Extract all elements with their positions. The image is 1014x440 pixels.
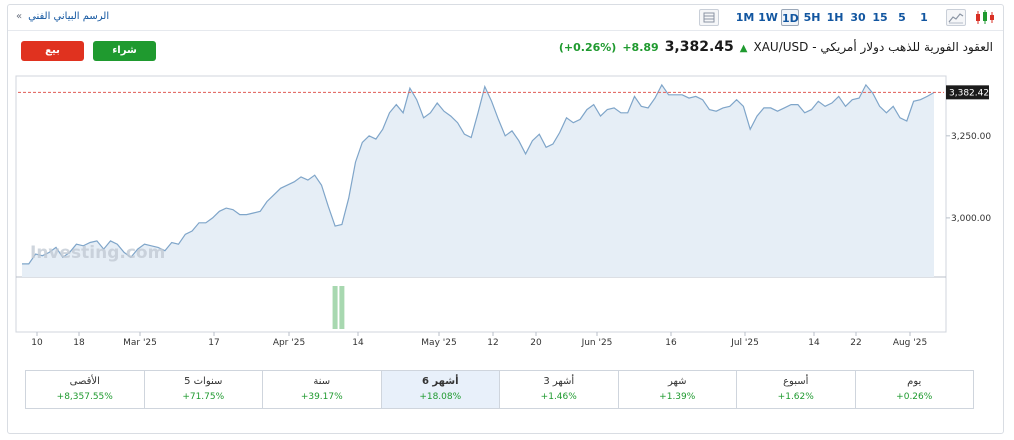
performance-period[interactable]: 5 سنوات +71.75% <box>143 371 263 408</box>
performance-period[interactable]: أسبوع +1.62% <box>736 371 855 408</box>
breadcrumb-label[interactable]: الرسم البياني الفني <box>28 11 110 22</box>
timeframe-5[interactable]: 5 <box>898 11 906 24</box>
table-icon[interactable] <box>699 9 719 26</box>
performance-period-label: يوم <box>907 376 922 387</box>
performance-period-label: 6 أشهر <box>421 376 459 387</box>
quote-title: XAU/USD - العقود الفورية للذهب دولار أمر… <box>753 40 993 54</box>
performance-period-label: الأقصى <box>69 376 100 387</box>
breadcrumb[interactable]: الرسم البياني الفني » <box>16 11 109 22</box>
candlestick-icon[interactable] <box>973 9 997 26</box>
quote-price: 3,382.45 <box>664 39 734 55</box>
performance-period[interactable]: يوم +0.26% <box>854 371 974 408</box>
timeframe-1h[interactable]: 1H <box>826 11 844 24</box>
performance-period-label: سنة <box>313 376 331 387</box>
performance-period-value: +1.62% <box>777 392 814 402</box>
performance-period-label: 5 سنوات <box>184 376 223 387</box>
quote-header: (+0.26%) +8.89 3,382.45 ▲ XAU/USD - العق… <box>559 39 993 55</box>
quote-change: +8.89 <box>622 41 659 54</box>
performance-period-label: شهر <box>667 376 687 387</box>
line-chart-icon[interactable] <box>946 9 966 26</box>
performance-period[interactable]: سنة +39.17% <box>262 371 381 408</box>
arrow-up-icon: ▲ <box>739 43 748 54</box>
performance-period-value: +8,357.55% <box>56 392 113 402</box>
performance-period[interactable]: الأقصى +8,357.55% <box>26 371 144 408</box>
performance-bar: الأقصى +8,357.55% 5 سنوات +71.75% سنة +39.17%… <box>25 370 974 409</box>
timeframe-1m[interactable]: 1M <box>735 11 755 24</box>
timeframe-5h[interactable]: 5H <box>803 11 821 24</box>
performance-period-label: 3 أشهر <box>543 376 575 387</box>
sell-button[interactable]: بيع <box>21 41 84 61</box>
timeframe-1w[interactable]: 1W <box>758 11 778 24</box>
performance-period-value: +1.39% <box>659 392 696 402</box>
performance-period-value: +71.75% <box>182 392 225 402</box>
buy-button[interactable]: شراء <box>93 41 156 61</box>
timeframe-15[interactable]: 15 <box>872 11 888 24</box>
performance-period[interactable]: 3 أشهر +1.46% <box>499 371 618 408</box>
chart-toolbar: الرسم البياني الفني » 1M 1W 1D 5H 1H 30 … <box>8 5 1003 31</box>
performance-period-value: +0.26% <box>896 392 933 402</box>
quote-change-percent: (+0.26%) <box>558 41 617 54</box>
timeframe-1d[interactable]: 1D <box>781 9 799 26</box>
performance-period[interactable]: 6 أشهر +18.08% <box>380 371 499 408</box>
performance-period[interactable]: شهر +1.39% <box>617 371 737 408</box>
performance-period-value: +18.08% <box>419 392 462 402</box>
timeframe-30[interactable]: 30 <box>850 11 866 24</box>
chevron-right-icon: » <box>16 11 23 22</box>
timeframe-1[interactable]: 1 <box>920 11 928 24</box>
performance-period-value: +39.17% <box>300 392 343 402</box>
performance-period-value: +1.46% <box>540 392 577 402</box>
performance-period-label: أسبوع <box>783 376 809 387</box>
